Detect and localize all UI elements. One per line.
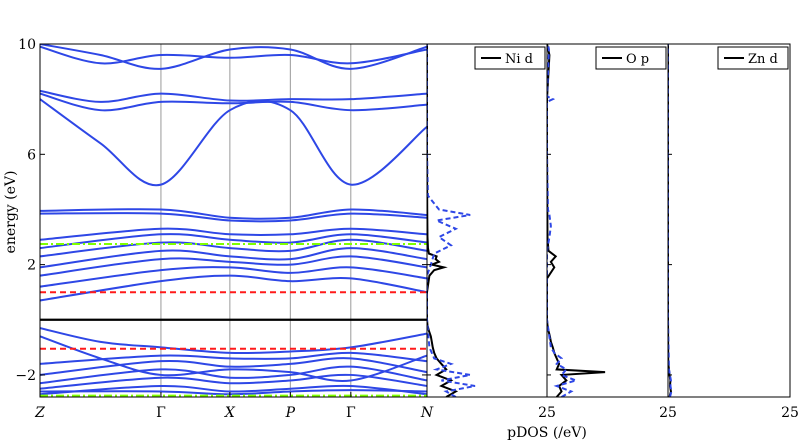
band-line [40, 212, 427, 223]
pdos-x-tick-label: 25 [538, 405, 556, 421]
band-line [40, 208, 427, 220]
pdos-spin-down-line [427, 44, 476, 397]
band-line [40, 89, 427, 103]
y-tick-label: 6 [27, 147, 36, 163]
legend-label: Ni d [505, 52, 533, 67]
band-structure-panel: −2 2 6 10 Z Γ X P Γ N [15, 37, 434, 421]
legend-box [595, 46, 667, 70]
band-line [40, 227, 427, 241]
band-line [40, 45, 427, 65]
legend-box [474, 46, 546, 70]
y-tick-label: 10 [18, 37, 36, 53]
pdos-spin-down-line [668, 44, 673, 397]
band-line [40, 389, 427, 396]
band-lines-group [40, 44, 427, 397]
band-line [40, 92, 427, 112]
band-line [40, 44, 427, 70]
band-line [40, 233, 427, 250]
band-line [40, 351, 427, 365]
band-line [40, 384, 427, 396]
k-point-label: P [285, 405, 296, 421]
k-point-label: Γ [346, 405, 356, 421]
k-point-label: N [420, 405, 434, 421]
pdos-lines-group [427, 44, 476, 397]
band-line [40, 238, 427, 258]
pdos-spin-up-line [547, 44, 606, 397]
pdos-lines-group [547, 44, 606, 397]
pdos-lines-group [668, 44, 673, 397]
pdos-o-p-panel: O p 25 [538, 43, 669, 421]
pdos-spin-down-line [547, 44, 580, 397]
band-line [40, 335, 427, 382]
y-tick-label: −2 [15, 368, 36, 384]
pdos-frame [546, 43, 669, 398]
band-line [40, 365, 427, 385]
band-line [40, 274, 427, 302]
band-line [40, 247, 427, 269]
k-point-label: X [224, 405, 236, 421]
band-line [40, 255, 427, 277]
y-tick-label: 2 [27, 258, 36, 274]
legend-box [717, 46, 789, 70]
pdos-x-tick-label: 25 [659, 405, 677, 421]
y-axis-label: energy (eV) [3, 171, 19, 254]
pdos-zn-d-panel: Zn d 25 25 [659, 43, 799, 421]
pdos-x-axis-label: pDOS (/eV) [507, 425, 587, 441]
pdos-frame [426, 43, 548, 398]
pdos-frame [667, 43, 791, 398]
legend-label: O p [626, 52, 649, 67]
pdos-x-tick-label: 25 [781, 405, 799, 421]
pdos-ni-d-panel: Ni d25 [426, 43, 548, 398]
k-point-label: Z [34, 405, 45, 421]
band-line [40, 327, 427, 355]
band-line [40, 266, 427, 288]
k-point-label: Γ [156, 405, 166, 421]
band-line [40, 357, 427, 376]
band-line [40, 98, 427, 187]
legend-label: Zn d [748, 52, 778, 67]
band-line [40, 373, 427, 390]
